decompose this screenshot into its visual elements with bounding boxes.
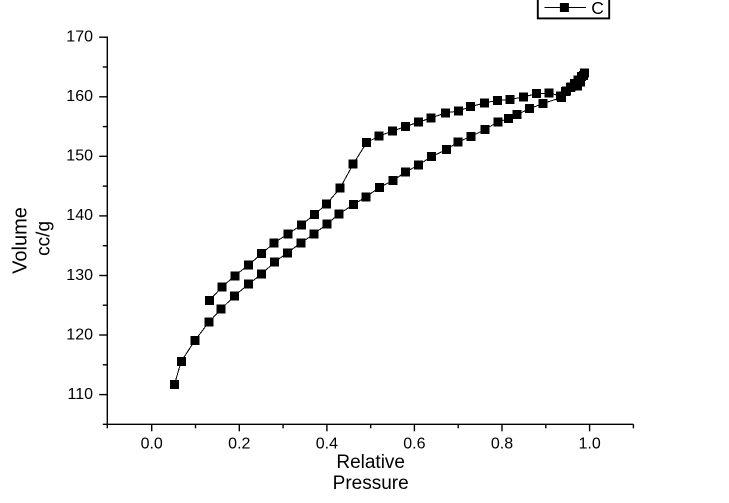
svg-text:150: 150 xyxy=(66,148,93,165)
svg-text:170: 170 xyxy=(66,29,93,46)
svg-text:0.4: 0.4 xyxy=(316,436,338,453)
svg-text:Relative: Relative xyxy=(336,452,405,473)
svg-text:Volume: Volume xyxy=(10,207,32,274)
svg-text:0.8: 0.8 xyxy=(491,436,513,453)
svg-text:0.0: 0.0 xyxy=(141,436,163,453)
svg-text:cc/g: cc/g xyxy=(34,221,55,256)
svg-text:C: C xyxy=(591,0,604,18)
svg-text:Pressure: Pressure xyxy=(333,473,409,494)
svg-text:140: 140 xyxy=(66,207,93,224)
svg-text:110: 110 xyxy=(67,386,93,403)
svg-text:120: 120 xyxy=(66,326,93,343)
svg-text:160: 160 xyxy=(66,88,93,105)
svg-text:0.6: 0.6 xyxy=(403,436,425,453)
svg-text:0.2: 0.2 xyxy=(228,436,250,453)
svg-text:1.0: 1.0 xyxy=(578,436,600,453)
svg-text:130: 130 xyxy=(66,267,93,284)
